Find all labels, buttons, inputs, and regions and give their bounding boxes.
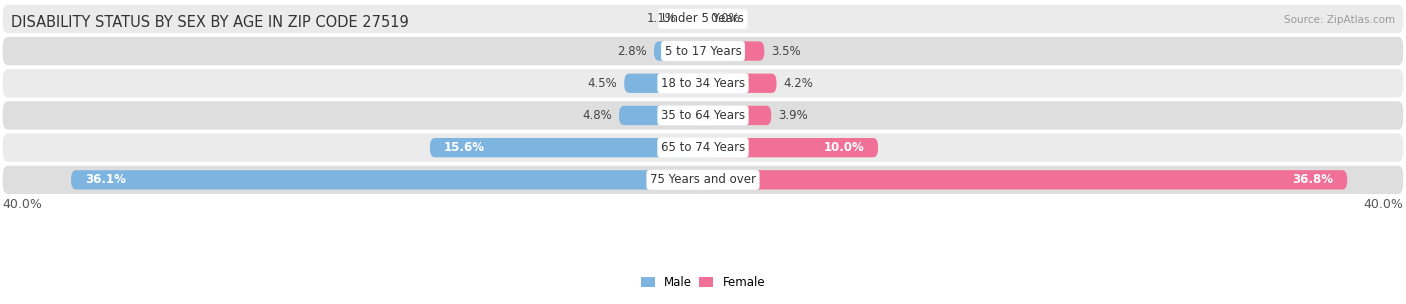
Text: 4.2%: 4.2% <box>783 77 814 90</box>
FancyBboxPatch shape <box>3 5 1403 33</box>
FancyBboxPatch shape <box>624 74 703 93</box>
Text: 65 to 74 Years: 65 to 74 Years <box>661 141 745 154</box>
FancyBboxPatch shape <box>3 166 1403 194</box>
Text: 3.9%: 3.9% <box>779 109 808 122</box>
Text: 35 to 64 Years: 35 to 64 Years <box>661 109 745 122</box>
Text: 4.8%: 4.8% <box>582 109 612 122</box>
Text: 75 Years and over: 75 Years and over <box>650 173 756 186</box>
Text: 18 to 34 Years: 18 to 34 Years <box>661 77 745 90</box>
FancyBboxPatch shape <box>654 41 703 61</box>
Legend: Male, Female: Male, Female <box>641 276 765 289</box>
Text: Under 5 Years: Under 5 Years <box>662 12 744 25</box>
Text: 15.6%: 15.6% <box>444 141 485 154</box>
Text: 40.0%: 40.0% <box>3 199 42 212</box>
FancyBboxPatch shape <box>3 101 1403 130</box>
Text: 36.1%: 36.1% <box>84 173 127 186</box>
Text: 5 to 17 Years: 5 to 17 Years <box>665 45 741 57</box>
Text: 10.0%: 10.0% <box>824 141 865 154</box>
Text: Source: ZipAtlas.com: Source: ZipAtlas.com <box>1284 15 1395 25</box>
Text: DISABILITY STATUS BY SEX BY AGE IN ZIP CODE 27519: DISABILITY STATUS BY SEX BY AGE IN ZIP C… <box>11 15 409 30</box>
FancyBboxPatch shape <box>703 74 776 93</box>
FancyBboxPatch shape <box>703 138 879 157</box>
FancyBboxPatch shape <box>72 170 703 189</box>
FancyBboxPatch shape <box>619 106 703 125</box>
Text: 4.5%: 4.5% <box>588 77 617 90</box>
FancyBboxPatch shape <box>3 133 1403 162</box>
FancyBboxPatch shape <box>683 9 703 29</box>
FancyBboxPatch shape <box>703 170 1347 189</box>
FancyBboxPatch shape <box>3 37 1403 65</box>
FancyBboxPatch shape <box>703 106 772 125</box>
Text: 36.8%: 36.8% <box>1292 173 1333 186</box>
Text: 0.0%: 0.0% <box>710 12 740 25</box>
Text: 2.8%: 2.8% <box>617 45 647 57</box>
Text: 3.5%: 3.5% <box>772 45 801 57</box>
FancyBboxPatch shape <box>703 41 765 61</box>
Text: 40.0%: 40.0% <box>1364 199 1403 212</box>
Text: 1.1%: 1.1% <box>647 12 676 25</box>
FancyBboxPatch shape <box>3 69 1403 97</box>
FancyBboxPatch shape <box>430 138 703 157</box>
